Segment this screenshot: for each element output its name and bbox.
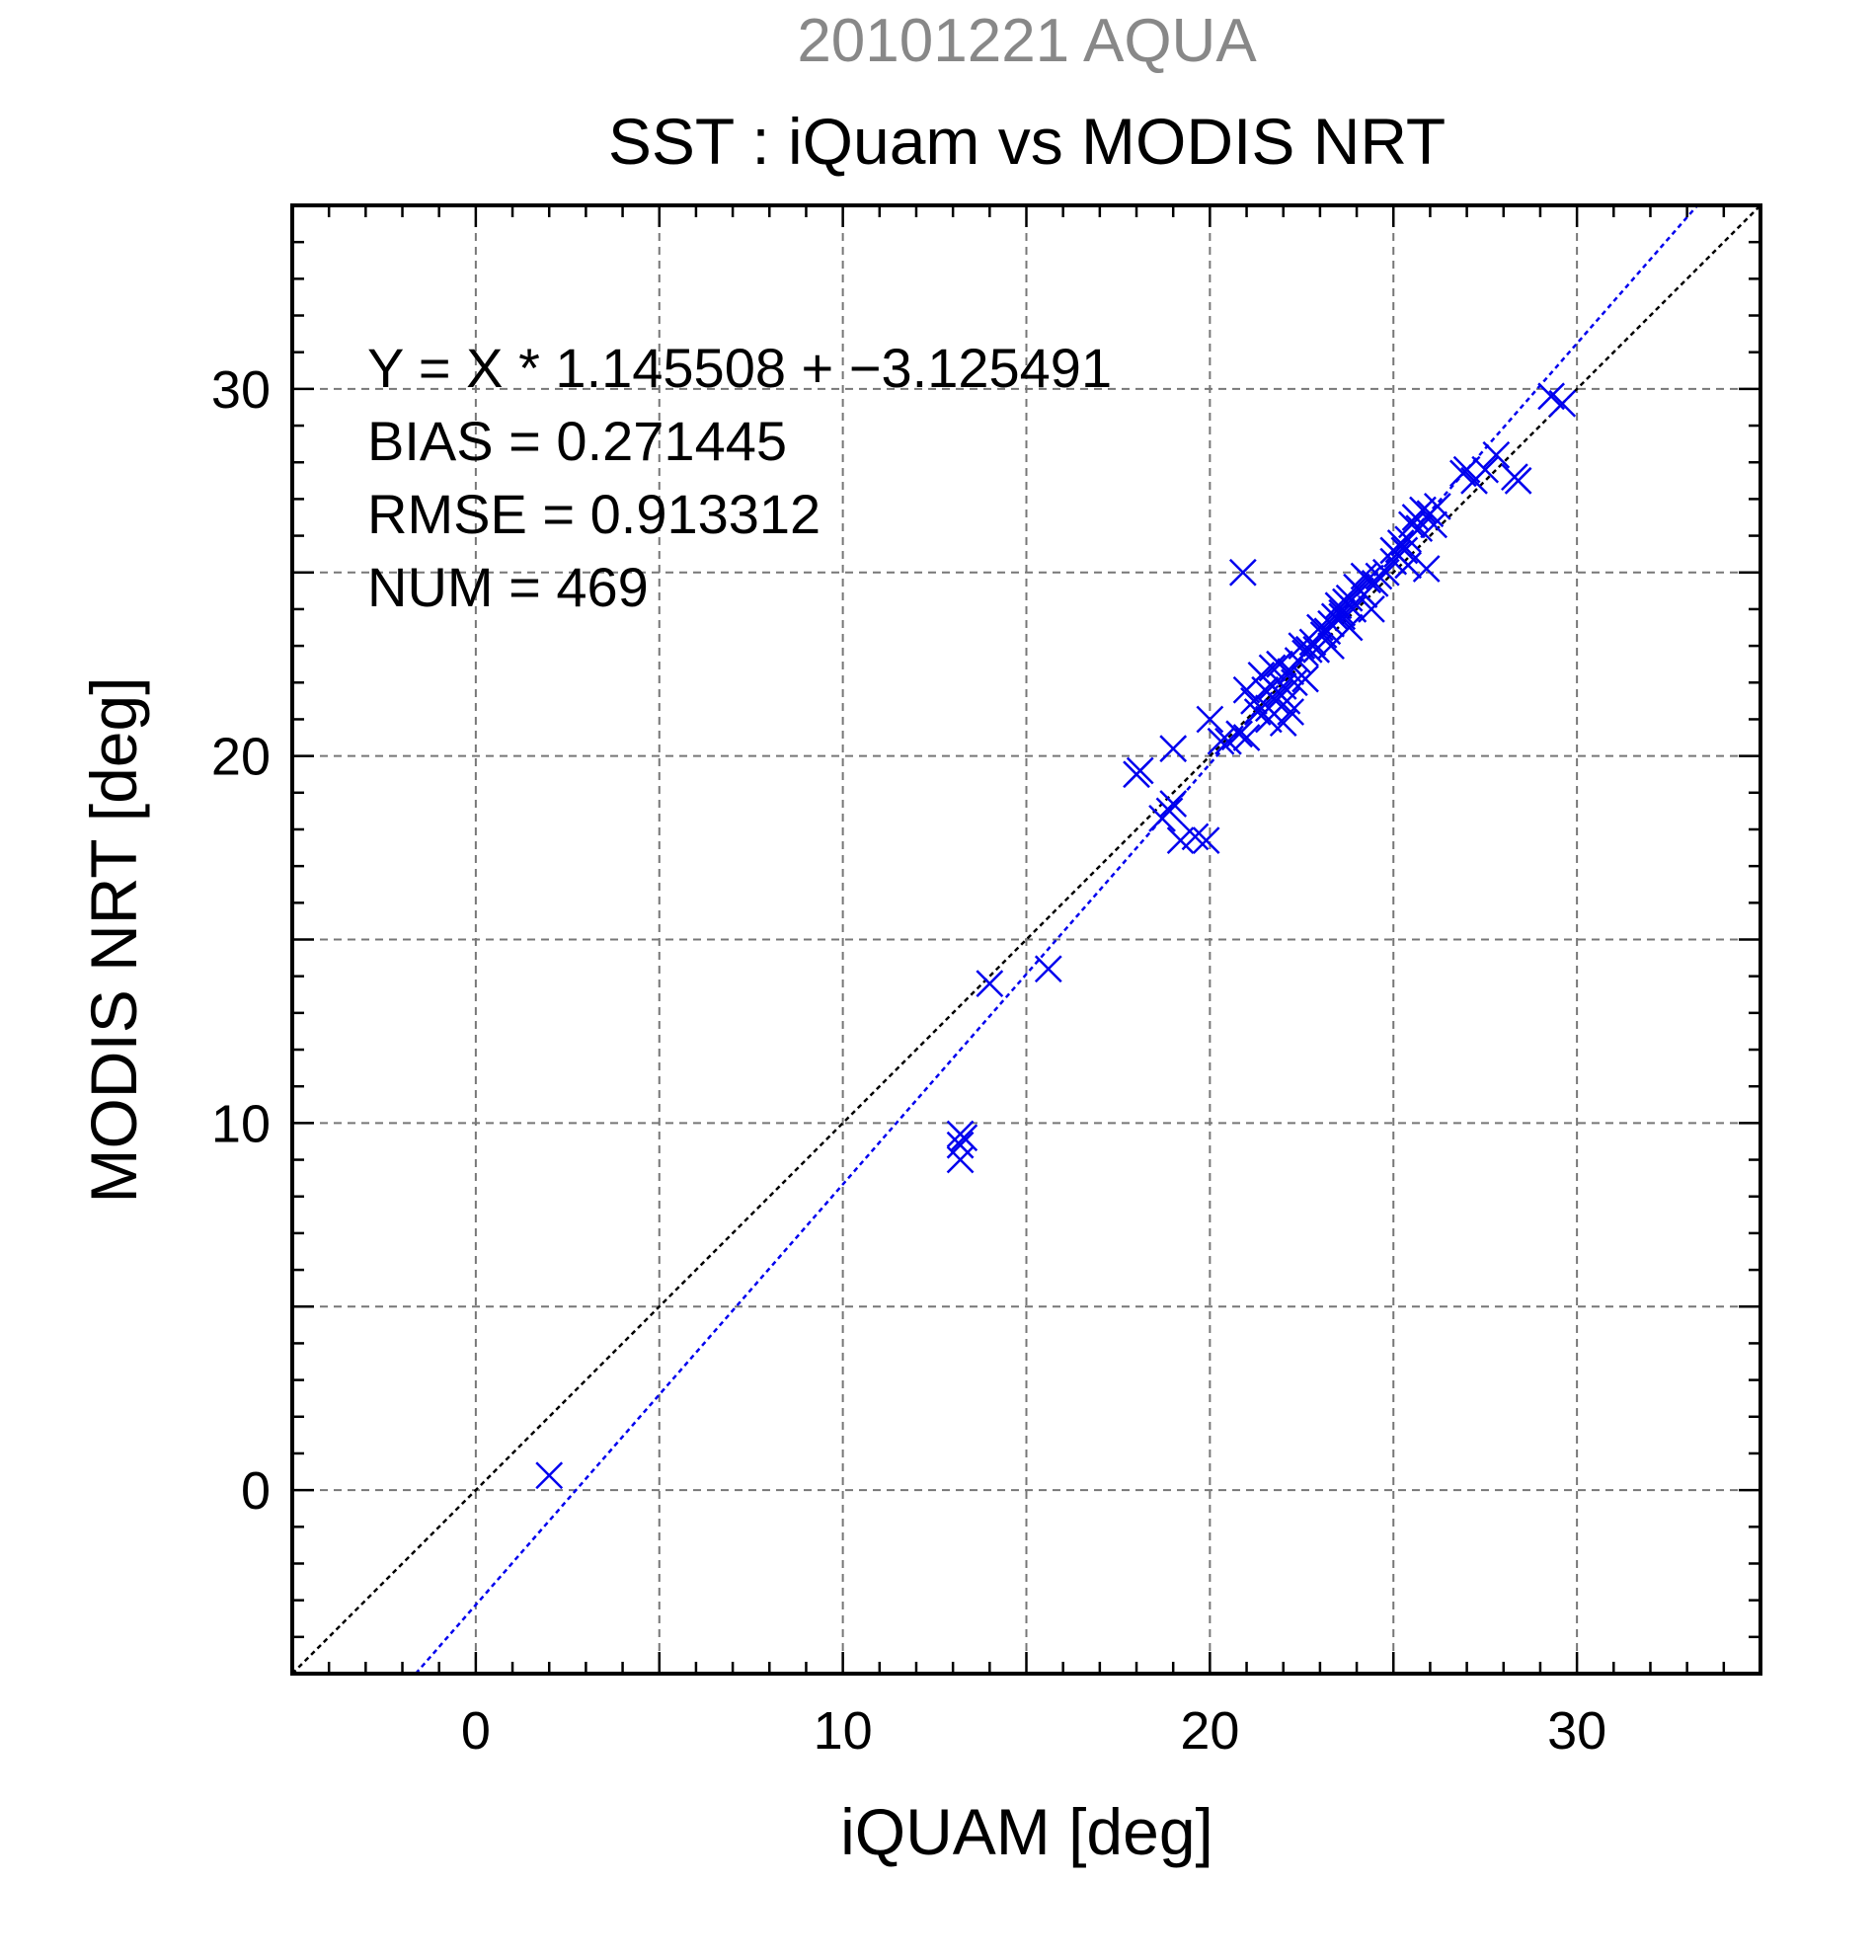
data-point: [1280, 668, 1308, 697]
chart-title: SST : iQuam vs MODIS NRT: [608, 105, 1446, 178]
data-point: [1159, 735, 1188, 763]
data-point: [1181, 823, 1210, 851]
data-point: [976, 970, 1004, 997]
data-point: [950, 1124, 978, 1152]
stats-fit-equation: Y = X * 1.145508 + −3.125491: [367, 337, 1112, 399]
y-tick-label: 10: [211, 1094, 271, 1153]
data-point: [535, 1461, 564, 1490]
data-point: [1423, 492, 1451, 520]
x-tick-label: 30: [1547, 1701, 1606, 1761]
data-point: [1192, 826, 1220, 855]
data-point: [1548, 389, 1577, 418]
data-point: [1196, 705, 1224, 734]
data-point: [1504, 466, 1532, 495]
data-point: [1266, 650, 1293, 678]
stats-bias: BIAS = 0.271445: [367, 410, 787, 472]
data-point: [1471, 455, 1500, 484]
data-point: [1258, 654, 1287, 682]
data-point: [1291, 665, 1319, 693]
x-tick-label: 20: [1180, 1701, 1239, 1761]
plot-frame: [290, 203, 1762, 1676]
data-point: [1412, 555, 1441, 583]
data-points: [535, 382, 1577, 1490]
data-point: [1482, 440, 1511, 469]
y-tick-labels: 0 10 20 30: [211, 360, 271, 1521]
data-point: [1232, 724, 1261, 751]
stats-num: NUM = 469: [367, 556, 649, 618]
stats-rmse: RMSE = 0.913312: [367, 483, 821, 545]
chart-subtitle: 20101221 AQUA: [797, 7, 1257, 75]
data-point: [1225, 720, 1253, 748]
reference-lines: [291, 204, 1761, 1675]
data-point: [1350, 581, 1378, 608]
data-point: [1328, 602, 1357, 631]
data-point: [1228, 558, 1257, 587]
data-point: [1420, 510, 1448, 539]
data-point: [1126, 756, 1154, 785]
data-point: [1328, 598, 1357, 627]
data-point: [1358, 595, 1385, 623]
data-point: [946, 1145, 975, 1174]
data-point: [1277, 698, 1305, 726]
y-axis-label: MODIS NRT [deg]: [77, 676, 150, 1203]
data-point: [1379, 536, 1408, 565]
fit-line: [415, 204, 1699, 1675]
data-point: [1397, 510, 1426, 539]
data-point: [1317, 632, 1345, 660]
x-tick-label: 0: [461, 1701, 491, 1761]
grid: [292, 205, 1760, 1674]
y-tick-label: 20: [211, 728, 271, 787]
data-point: [1207, 727, 1235, 755]
x-axis-label: iQUAM [deg]: [840, 1795, 1213, 1868]
x-tick-labels: 0 10 20 30: [461, 1701, 1606, 1761]
data-point: [1159, 790, 1188, 818]
y-tick-label: 0: [241, 1461, 271, 1521]
data-point: [1320, 602, 1349, 631]
data-point: [1155, 797, 1184, 825]
stats-annotation: Y = X * 1.145508 + −3.125491 BIAS = 0.27…: [367, 337, 1112, 618]
y-tick-label: 30: [211, 360, 271, 420]
data-point: [946, 1131, 975, 1159]
x-tick-label: 10: [814, 1701, 873, 1761]
data-point: [1034, 955, 1062, 983]
data-point: [1306, 613, 1334, 642]
